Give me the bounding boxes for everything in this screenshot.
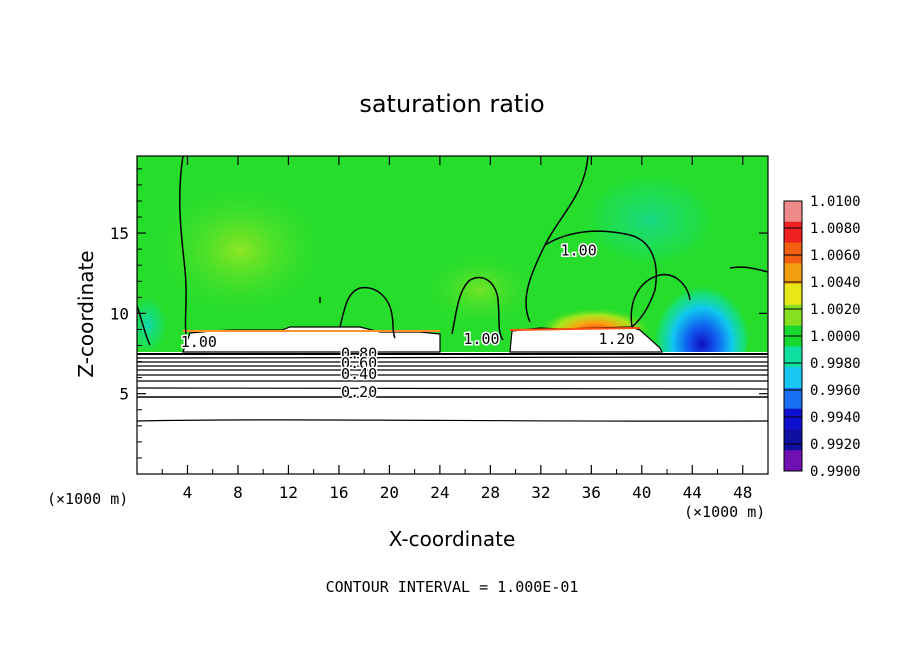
colorbar-label: 1.0020 [810, 302, 861, 318]
x-tick-label: 20 [380, 483, 399, 502]
moist-patch [150, 180, 330, 320]
x-tick-label: 36 [582, 483, 601, 502]
contour-label: 1.00 [463, 330, 499, 348]
cloud-edge [509, 327, 641, 331]
colorbar-label: 1.0000 [810, 329, 861, 345]
x-tick-label: 4 [183, 483, 193, 502]
colorbar-swatch [784, 263, 802, 285]
contour-label: 1.00 [561, 242, 597, 260]
y-tick-label: 15 [110, 224, 129, 243]
colorbar-swatch [784, 201, 802, 223]
contour-interval-note: CONTOUR INTERVAL = 1.000E-01 [326, 578, 579, 596]
x-tick-label: 40 [632, 483, 651, 502]
y-tick-label: 10 [110, 304, 129, 323]
colorbar-label: 0.9960 [810, 383, 861, 399]
x-tick-label: 12 [279, 483, 298, 502]
x-tick-label: 16 [329, 483, 348, 502]
dry-patch [580, 170, 720, 270]
dry-patch [137, 295, 168, 355]
y-tick-label: 5 [119, 385, 129, 404]
colorbar-label: 1.0080 [810, 221, 861, 237]
x-tick-label: 44 [683, 483, 702, 502]
contour-label: 1.00 [181, 333, 217, 351]
colorbar-swatch [784, 284, 802, 306]
chart-title: saturation ratio [359, 90, 544, 118]
colorbar-label: 1.0040 [810, 275, 861, 291]
contour-label: 0.40 [341, 365, 377, 383]
colorbar-swatch [784, 346, 802, 368]
x-tick-label: 48 [733, 483, 752, 502]
stable-contours [137, 353, 768, 422]
x-tick-label: 8 [233, 483, 243, 502]
colorbar-swatch [784, 367, 802, 389]
colorbar-label: 0.9920 [810, 437, 861, 453]
colorbar-swatch [784, 221, 802, 244]
x-tick-label: 32 [531, 483, 550, 502]
moist-patch [420, 250, 540, 330]
y-axis-label: Z-coordinate [74, 250, 98, 377]
colorbar-label: 1.0100 [810, 194, 861, 210]
x-units-right: (×1000 m) [684, 503, 765, 521]
colorbar-swatch [784, 304, 802, 327]
contour-label: 0.20 [341, 383, 377, 401]
x-axis: 4 8 12 16 20 24 28 32 36 40 44 48 [161, 156, 752, 502]
contour-label: 0.80 [341, 344, 377, 362]
colorbar-swatch [784, 450, 802, 472]
colorbar-swatch [784, 408, 802, 430]
plot-frame [136, 155, 769, 475]
colorbar-label: 1.0060 [810, 248, 861, 264]
dry-region [652, 260, 752, 380]
contour-label: 0.60 [341, 354, 377, 372]
colorbar-swatch [784, 387, 802, 410]
colorbar-label: 0.9940 [810, 410, 861, 426]
contour-labels: 1.00 1.00 1.00 1.20 0.800.600.400.20 [179, 240, 636, 402]
x-axis-label: X-coordinate [389, 527, 516, 551]
stable-layer [137, 352, 768, 474]
x-tick-label: 28 [481, 483, 500, 502]
colorbar-label: 0.9980 [810, 356, 861, 372]
y-axis: 5 10 15 [110, 168, 768, 459]
contour-label: 1.20 [598, 330, 634, 348]
x-units-left: (×1000 m) [47, 490, 128, 508]
plot-area: 1.00 1.00 1.00 1.20 0.800.600.400.20 [137, 156, 768, 474]
x-tick-label: 24 [430, 483, 449, 502]
colorbar-label: 0.9900 [810, 464, 861, 480]
colorbar-swatch [784, 242, 802, 264]
contour-lines [137, 156, 768, 346]
colorbar: 1.0100 1.0080 1.0060 1.0040 1.0020 1.0000 0.99… [783, 194, 861, 480]
colorbar-swatch [784, 429, 802, 451]
